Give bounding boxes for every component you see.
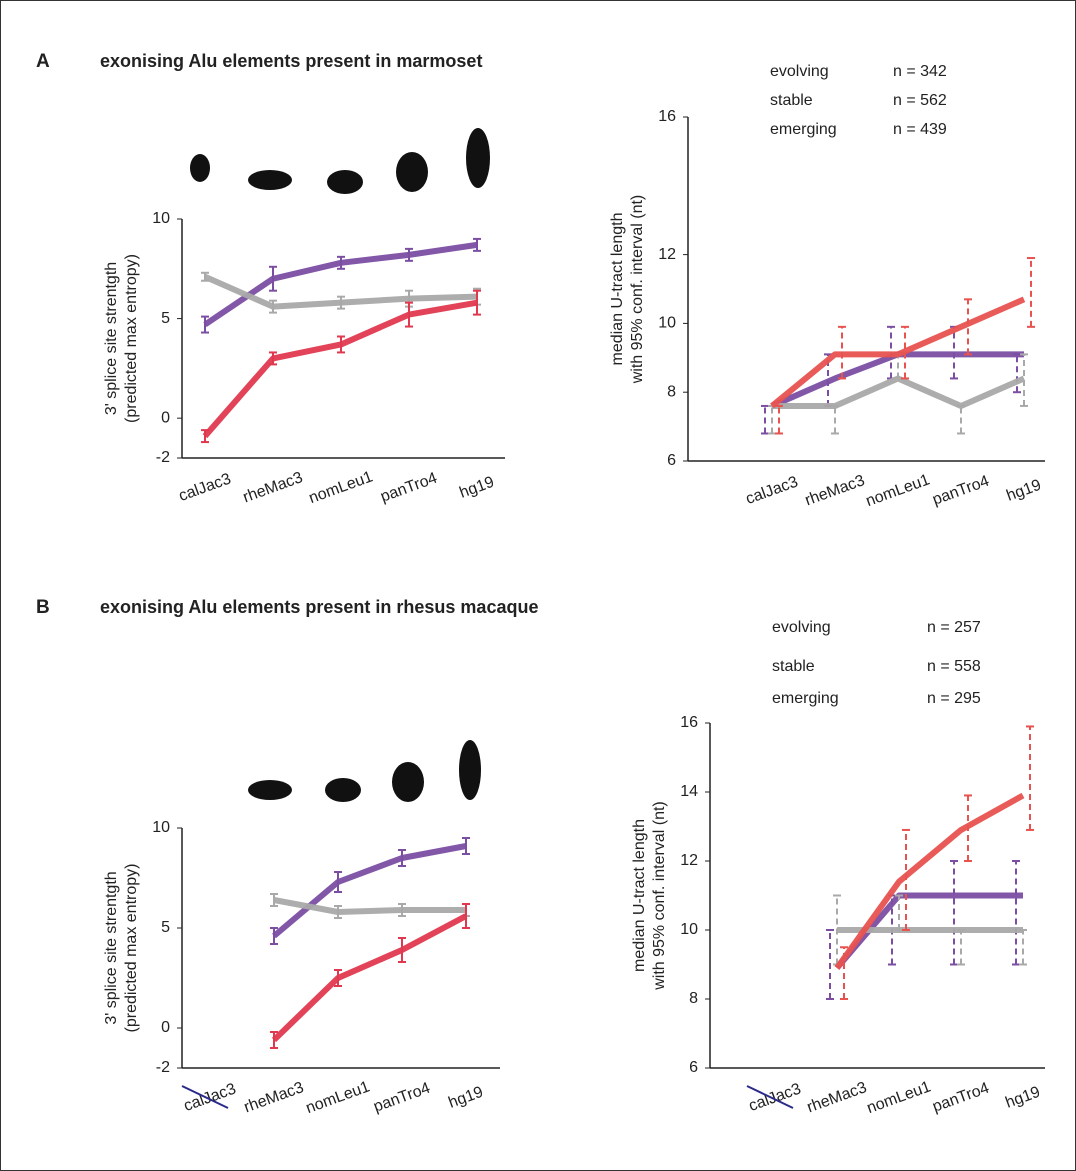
error-bar xyxy=(895,894,903,931)
legend-count: n = 342 xyxy=(893,63,947,80)
legend-label: emerging xyxy=(770,121,837,138)
y-tick-label: 0 xyxy=(161,409,170,426)
error-bar xyxy=(1020,353,1028,407)
series-line xyxy=(273,897,466,915)
y-axis-label: 3' splice site strentgth xyxy=(103,262,120,415)
y-tick-label: 5 xyxy=(161,310,170,327)
legend-label: evolving xyxy=(772,619,831,636)
legend-label: stable xyxy=(770,92,813,109)
strike xyxy=(746,1085,794,1109)
error-bar xyxy=(398,849,406,867)
series-line xyxy=(834,792,1025,970)
error-bar xyxy=(201,315,209,334)
error-bar xyxy=(334,871,342,893)
error-bar xyxy=(201,271,209,282)
error-bar xyxy=(201,429,209,444)
error-bar xyxy=(462,837,470,855)
error-bar xyxy=(462,903,470,929)
error-bar xyxy=(337,255,345,270)
y-tick-label: 10 xyxy=(152,210,170,227)
y-tick-label: 12 xyxy=(658,246,676,263)
legend-label: evolving xyxy=(770,63,829,80)
primate-silhouettes xyxy=(190,128,490,802)
error-bar xyxy=(964,298,972,356)
error-bar xyxy=(398,937,406,963)
panel-label: B xyxy=(36,597,50,618)
error-bar xyxy=(838,325,846,380)
error-bar xyxy=(270,927,278,945)
y-tick-label: 10 xyxy=(658,315,676,332)
error-bar xyxy=(950,860,958,966)
legend-count: n = 558 xyxy=(927,658,981,675)
error-bar xyxy=(473,289,481,316)
error-bar xyxy=(473,237,481,252)
error-bar xyxy=(334,969,342,987)
error-bar xyxy=(269,299,277,314)
legend-label: emerging xyxy=(772,690,839,707)
error-bar xyxy=(826,929,834,1000)
error-bar xyxy=(1026,725,1034,831)
panel-label: A xyxy=(36,51,50,72)
y-tick-label: 8 xyxy=(689,990,698,1007)
error-bar xyxy=(831,404,839,435)
y-tick-label: 12 xyxy=(680,852,698,869)
y-tick-label: 5 xyxy=(161,919,170,936)
y-axis-label: with 95% conf. interval (nt) xyxy=(651,801,668,991)
legend-count: n = 257 xyxy=(927,619,981,636)
error-bar xyxy=(964,794,972,862)
legend-count: n = 295 xyxy=(927,690,981,707)
y-axis-label: median U-tract length xyxy=(631,819,648,972)
series-line xyxy=(271,913,468,1043)
series-line xyxy=(770,296,1026,409)
error-bar xyxy=(902,828,910,931)
error-bar xyxy=(337,295,345,310)
y-tick-label: 10 xyxy=(152,819,170,836)
error-bar xyxy=(1012,860,1020,966)
y-tick-label: 8 xyxy=(667,383,676,400)
error-bar xyxy=(957,929,965,966)
y-tick-label: 6 xyxy=(667,452,676,469)
error-bar xyxy=(270,893,278,907)
y-tick-label: 6 xyxy=(689,1059,698,1076)
error-bar xyxy=(405,247,413,262)
error-bar xyxy=(840,946,848,1000)
error-bar xyxy=(334,905,342,919)
y-tick-label: 14 xyxy=(680,783,698,800)
strike xyxy=(181,1085,229,1109)
y-axis-label: 3' splice site strentgth xyxy=(103,871,120,1024)
y-tick-label: 10 xyxy=(680,921,698,938)
error-bar xyxy=(405,301,413,328)
error-bar xyxy=(1019,929,1027,966)
y-tick-label: 0 xyxy=(161,1019,170,1036)
error-bar xyxy=(775,404,783,435)
error-bar xyxy=(761,404,769,435)
y-tick-label: -2 xyxy=(156,449,170,466)
error-bar xyxy=(269,351,277,366)
panel-title: exonising Alu elements present in rhesus… xyxy=(100,597,538,617)
error-bar xyxy=(957,404,965,435)
error-bar xyxy=(269,265,277,292)
y-tick-label: -2 xyxy=(156,1059,170,1076)
error-bar xyxy=(398,903,406,917)
y-axis-label: with 95% conf. interval (nt) xyxy=(629,195,646,385)
error-bar xyxy=(1013,353,1021,394)
error-bar xyxy=(1027,257,1035,328)
y-tick-label: 16 xyxy=(658,108,676,125)
legend-label: stable xyxy=(772,658,815,675)
y-axis-label: median U-tract length xyxy=(609,213,626,366)
y-tick-label: 16 xyxy=(680,714,698,731)
y-axis-label: (predicted max entropy) xyxy=(123,864,140,1033)
error-bar xyxy=(337,335,345,354)
legend-count: n = 562 xyxy=(893,92,947,109)
panel-title: exonising Alu elements present in marmos… xyxy=(100,51,482,71)
error-bar xyxy=(270,1031,278,1049)
error-bar xyxy=(901,325,909,380)
legend-count: n = 439 xyxy=(893,121,947,138)
y-axis-label: (predicted max entropy) xyxy=(123,254,140,423)
